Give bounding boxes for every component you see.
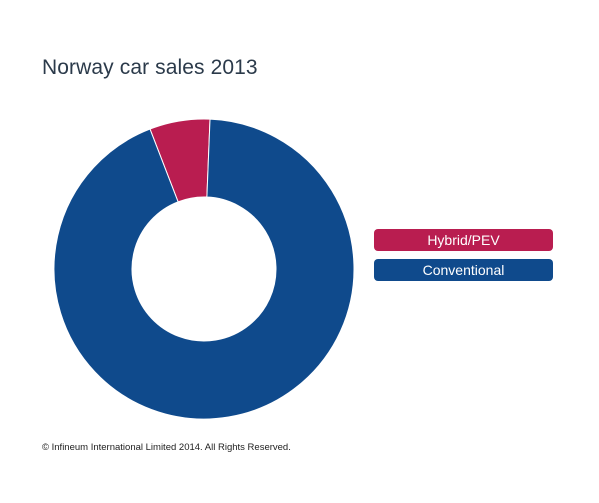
legend-item-hybrid-pev: Hybrid/PEV [374,229,553,251]
legend-item-conventional: Conventional [374,259,553,281]
copyright-footer: © Infineum International Limited 2014. A… [42,442,291,453]
donut-slices [53,118,355,420]
donut-slice-conventional [53,118,355,420]
chart-legend: Hybrid/PEV Conventional [374,229,553,289]
chart-title: Norway car sales 2013 [42,56,258,79]
